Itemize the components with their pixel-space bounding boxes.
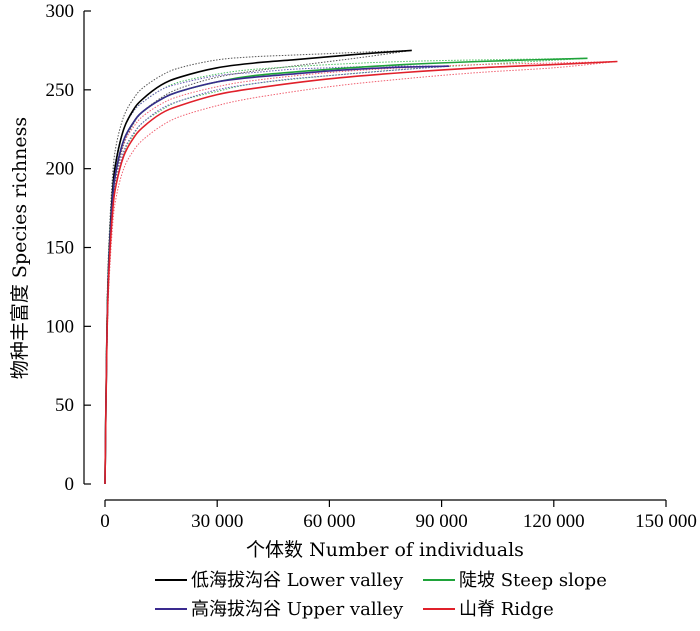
x-tick-label: 60 000 [303,511,355,532]
y-tick-label: 150 [46,238,75,259]
x-axis-title: 个体数 Number of individuals [246,539,524,561]
x-tick-label: 90 000 [415,511,467,532]
y-tick-label: 300 [46,1,75,22]
y-tick-label: 250 [46,80,75,101]
y-tick-label: 100 [46,316,75,337]
legend-label: 高海拔沟谷 Upper valley [191,599,404,620]
y-tick-label: 0 [65,474,75,495]
series-0-ci-lower-line [104,49,412,485]
legend-label: 低海拔沟谷 Lower valley [191,570,404,591]
series-3-ci-upper-line [104,61,618,485]
x-tick-label: 120 000 [523,511,585,532]
legend-label: 山脊 Ridge [459,599,554,620]
series-3-line [104,60,618,485]
series-2-ci-upper-line [104,65,450,485]
series-lines [104,49,618,485]
confidence-bands [104,49,618,485]
series-3-ci-lower-line [104,61,618,485]
x-tick-label: 30 000 [191,511,243,532]
legend: 低海拔沟谷 Lower valley 陡坡 Steep slope 高海拔沟谷 Up… [155,570,607,620]
series-1-ci-upper-line [104,57,588,485]
x-tick-label: 0 [100,511,110,532]
legend-label: 陡坡 Steep slope [459,570,607,591]
y-axis-title: 物种丰富度 Species richness [9,117,31,379]
series-1-line [104,57,588,485]
series-0-ci-upper-line [104,49,412,485]
y-ticks: 0 50 100 150 200 250 300 [46,1,91,495]
series-1-ci-lower-line [104,57,588,485]
x-ticks: 0 30 000 60 000 90 000 120 000 150 000 [100,500,697,532]
x-tick-label: 150 000 [635,511,697,532]
y-tick-label: 200 [46,159,75,180]
series-0-line [104,49,412,485]
y-tick-label: 50 [55,395,74,416]
